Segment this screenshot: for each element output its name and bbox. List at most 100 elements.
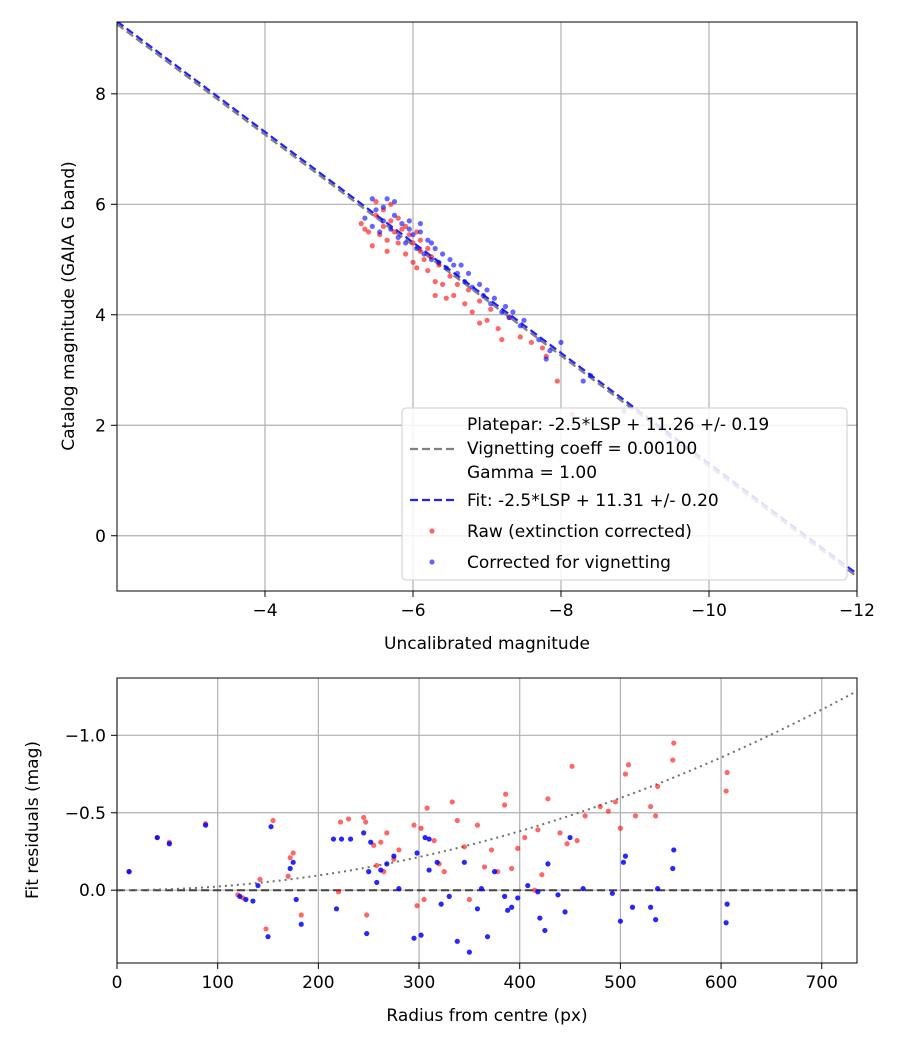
corrected-residual-point bbox=[154, 834, 160, 841]
raw-residual-point bbox=[723, 788, 729, 794]
corrected-residual-point bbox=[670, 865, 676, 872]
legend-vignetting: Vignetting coeff = 0.00100 bbox=[467, 439, 697, 459]
raw-residual-point bbox=[424, 805, 430, 811]
corrected-point bbox=[462, 279, 468, 285]
raw-residual-point bbox=[263, 926, 269, 932]
corrected-point bbox=[580, 378, 586, 384]
corrected-residual-point bbox=[265, 934, 271, 940]
corrected-point bbox=[480, 292, 486, 299]
raw-residual-point bbox=[557, 830, 563, 836]
corrected-residual-point bbox=[515, 895, 521, 901]
corrected-point bbox=[443, 265, 449, 271]
corrected-residual-point bbox=[422, 834, 428, 841]
corrected-point bbox=[391, 198, 398, 205]
corrected-point bbox=[436, 259, 442, 265]
raw-point bbox=[403, 223, 409, 229]
top-y-tick-label: 4 bbox=[95, 306, 106, 326]
corrected-residual-point bbox=[724, 901, 730, 907]
corrected-point bbox=[425, 237, 431, 243]
corrected-point bbox=[502, 303, 509, 310]
corrected-point bbox=[506, 314, 512, 321]
bottom-gridlines bbox=[116, 678, 857, 963]
corrected-point bbox=[369, 223, 375, 229]
corrected-residual-point bbox=[461, 859, 467, 865]
raw-residual-point bbox=[363, 819, 369, 825]
corrected-point bbox=[406, 218, 412, 224]
corrected-residual-point bbox=[537, 915, 543, 921]
corrected-residual-point bbox=[330, 836, 337, 842]
corrected-residual-point bbox=[268, 824, 274, 830]
corrected-residual-point bbox=[509, 904, 515, 910]
corrected-point bbox=[380, 218, 386, 224]
raw-residual-point bbox=[670, 757, 676, 763]
corrected-residual-point bbox=[391, 853, 397, 859]
corrected-point bbox=[428, 256, 435, 263]
raw-residual-point bbox=[466, 896, 472, 903]
corrected-residual-point bbox=[491, 869, 498, 875]
bottom-y-tick-label: −1.0 bbox=[65, 726, 106, 746]
raw-residual-point bbox=[396, 847, 402, 853]
bottom-y-axis-label: Fit residuals (mag) bbox=[23, 741, 43, 899]
raw-point bbox=[425, 245, 431, 252]
top-y-tick-label: 0 bbox=[95, 527, 106, 547]
corrected-residual-point bbox=[237, 893, 243, 899]
corrected-point bbox=[543, 356, 549, 362]
raw-residual-point bbox=[378, 839, 384, 845]
raw-residual-point bbox=[539, 872, 545, 878]
corrected-residual-point bbox=[438, 901, 444, 907]
corrected-residual-point bbox=[567, 834, 573, 841]
corrected-residual-point bbox=[414, 850, 420, 856]
raw-residual-point bbox=[287, 855, 293, 861]
bottom-x-tick-label: 700 bbox=[806, 973, 838, 993]
corrected-point bbox=[373, 207, 379, 213]
raw-residual-point bbox=[625, 762, 632, 768]
legend-box bbox=[401, 407, 848, 581]
corrected-residual-point bbox=[723, 920, 729, 926]
raw-point bbox=[384, 237, 390, 243]
corrected-point bbox=[432, 245, 438, 252]
corrected-residual-point bbox=[629, 904, 636, 910]
raw-residual-point bbox=[441, 869, 447, 875]
corrected-point bbox=[451, 262, 457, 268]
raw-point bbox=[384, 248, 390, 254]
bottom-reference-lines bbox=[117, 690, 857, 892]
raw-point bbox=[421, 256, 427, 263]
top-x-tick-label: −8 bbox=[548, 601, 573, 621]
corrected-point bbox=[384, 196, 390, 202]
raw-point bbox=[410, 240, 416, 246]
corrected-point bbox=[403, 240, 409, 246]
raw-point bbox=[477, 320, 483, 326]
corrected-residual-point bbox=[384, 861, 390, 867]
corrected-residual-point bbox=[502, 893, 508, 899]
corrected-point bbox=[454, 270, 460, 276]
raw-point bbox=[477, 298, 483, 304]
bottom-x-tick-label: 600 bbox=[705, 973, 737, 993]
corrected-residual-point bbox=[368, 839, 374, 845]
raw-point bbox=[432, 279, 438, 285]
corrected-point bbox=[484, 287, 490, 293]
corrected-residual-point bbox=[542, 927, 548, 934]
corrected-residual-point bbox=[374, 879, 380, 886]
raw-point bbox=[358, 221, 364, 227]
bottom-y-tick-label: 0.0 bbox=[79, 881, 106, 901]
raw-point bbox=[451, 292, 457, 299]
corrected-residual-point bbox=[434, 859, 440, 865]
corrected-point bbox=[465, 270, 472, 276]
top-y-axis-label: Catalog magnitude (GAIA G band) bbox=[59, 161, 79, 451]
corrected-residual-point bbox=[484, 934, 491, 940]
raw-residual-point bbox=[374, 862, 380, 869]
corrected-point bbox=[477, 281, 483, 288]
corrected-residual-point bbox=[609, 890, 615, 896]
raw-point bbox=[362, 226, 368, 232]
bottom-x-tick-label: 100 bbox=[201, 973, 233, 993]
corrected-point bbox=[558, 339, 564, 346]
corrected-point bbox=[417, 221, 423, 227]
bottom-scatter-points bbox=[126, 740, 730, 955]
raw-residual-point bbox=[421, 896, 427, 903]
top-x-ticks: −4 −6 −8 −10 −12 bbox=[252, 591, 875, 621]
corrected-point bbox=[395, 234, 401, 241]
corrected-point bbox=[417, 229, 423, 235]
corrected-point bbox=[410, 232, 416, 238]
raw-residual-point bbox=[522, 834, 528, 841]
